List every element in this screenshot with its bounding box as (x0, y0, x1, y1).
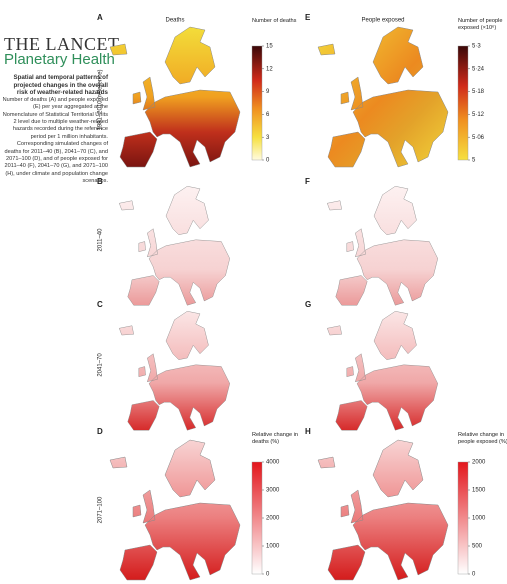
map-regions (109, 26, 241, 168)
map (109, 439, 241, 581)
colorbar-tick-label: 3000 (266, 488, 280, 494)
caption-body: Number of deaths (A) and people exposed … (2, 96, 108, 185)
colorbar-tick-label: 3 (266, 135, 270, 141)
colorbar-title: Number of deaths (252, 18, 297, 24)
colorbar-tick-label: 0 (266, 158, 270, 164)
colorbar-tick-label: 0 (472, 572, 476, 578)
colorbar-title: Relative change in people exposed (%) (458, 432, 507, 445)
map (118, 310, 231, 431)
panel-letter: A (97, 13, 103, 22)
panel-letter: D (97, 427, 103, 436)
colorbar-tick-label: 5·06 (472, 135, 485, 141)
colorbar-title: Relative change in deaths (%) (252, 432, 299, 445)
column-title: People exposed (361, 18, 404, 24)
colorbar-tick-label: 5·3 (472, 44, 481, 50)
row-label: 2071–100 (98, 496, 104, 523)
colorbar-tick-label: 0 (266, 572, 270, 578)
journal-name: THE LANCET (4, 34, 120, 54)
caption-title: Spatial and temporal patterns of project… (13, 74, 108, 97)
panel-letter: C (97, 300, 103, 309)
map-regions (118, 185, 231, 306)
map-regions (118, 310, 231, 431)
colorbar-title: Number of people exposed (×10⁶) (458, 18, 503, 31)
colorbar-tick-label: 500 (472, 544, 483, 550)
colorbar (251, 45, 263, 161)
colorbar-tick-label: 1500 (472, 488, 486, 494)
map (326, 185, 439, 306)
colorbar-tick-label: 12 (266, 66, 273, 72)
colorbar-tick-label: 15 (266, 44, 273, 50)
map (326, 310, 439, 431)
colorbar (251, 461, 263, 575)
map-regions (317, 26, 449, 168)
colorbar-tick-label: 5·12 (472, 112, 485, 118)
colorbar-tick-label: 1000 (472, 516, 486, 522)
colorbar-tick-label: 2000 (266, 516, 280, 522)
map-regions (326, 185, 439, 306)
colorbar-tick-label: 5 (472, 158, 476, 164)
map-regions (317, 439, 449, 581)
map-regions (109, 439, 241, 581)
panel-letter: G (305, 300, 311, 309)
panel-letter: E (305, 13, 311, 22)
panel-letter: F (305, 177, 310, 186)
colorbar-tick-label: 5·18 (472, 89, 485, 95)
map (109, 26, 241, 168)
journal-subtitle: Planetary Health (4, 51, 115, 68)
colorbar-tick-label: 4000 (266, 460, 280, 466)
panel-letter: H (305, 427, 311, 436)
panel-letter: B (97, 177, 103, 186)
row-label: 2041–70 (98, 353, 104, 377)
row-label: 1981–2010 (reference) (98, 69, 104, 130)
colorbar-tick-label: 1000 (266, 544, 280, 550)
colorbar-tick-label: 6 (266, 112, 270, 118)
colorbar-tick-label: 5·24 (472, 66, 485, 72)
map (118, 185, 231, 306)
map (317, 26, 449, 168)
colorbar (457, 461, 469, 575)
colorbar-tick-label: 9 (266, 89, 270, 95)
map (317, 439, 449, 581)
column-title: Deaths (165, 18, 184, 24)
map-regions (326, 310, 439, 431)
caption: Spatial and temporal patterns of project… (2, 74, 108, 186)
colorbar-tick-label: 2000 (472, 460, 486, 466)
colorbar (457, 45, 469, 161)
row-label: 2011–40 (98, 228, 104, 252)
